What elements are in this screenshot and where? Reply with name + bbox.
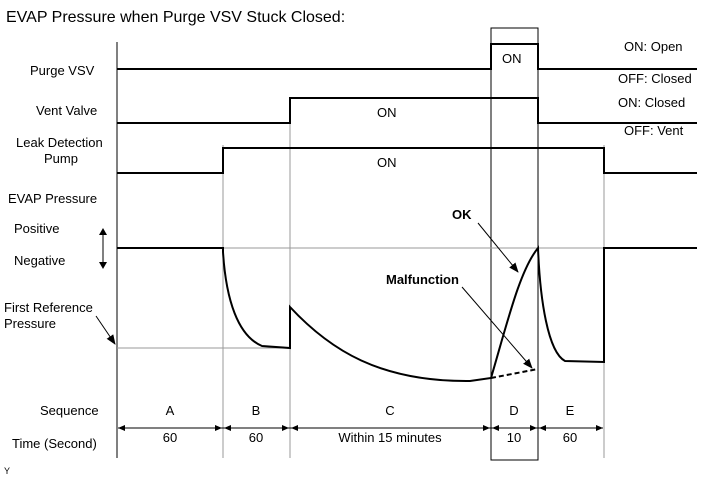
positive-label: Positive [14,221,60,236]
legend-purge-on: ON: Open [624,39,683,54]
negative-label: Negative [14,253,65,268]
time-d: 10 [507,430,521,445]
leak-pump-label-2: Pump [44,151,78,166]
sequence-b: B [252,403,261,418]
leak-pump-on-label: ON [377,155,397,170]
diagram-title: EVAP Pressure when Purge VSV Stuck Close… [6,9,345,26]
sequence-d: D [509,403,518,418]
sequence-row-arrows [118,425,603,431]
legend-vent-off: OFF: Vent [624,123,684,138]
leak-pump-signal [117,147,697,174]
time-e: 60 [563,430,577,445]
legend-purge-off: OFF: Closed [618,71,692,86]
vent-valve-signal [117,97,697,124]
time-label: Time (Second) [12,436,97,451]
time-b: 60 [249,430,263,445]
sequence-label: Sequence [40,403,99,418]
purge-vsv-on-label: ON [502,51,522,66]
evap-pressure-curve [117,245,697,383]
vent-valve-on-label: ON [377,105,397,120]
first-reference-label-1: First Reference [4,300,93,315]
purge-vsv-label: Purge VSV [30,63,95,78]
time-a: 60 [163,430,177,445]
sequence-e: E [566,403,575,418]
first-reference-label-2: Pressure [4,316,56,331]
malfunction-arrow [461,286,533,369]
first-reference-arrow [95,315,116,345]
footer-mark: Y [4,466,10,476]
vent-valve-label: Vent Valve [36,103,97,118]
sequence-a: A [166,403,175,418]
phase-boundaries [116,42,605,458]
leak-pump-label-1: Leak Detection [16,135,103,150]
phase-d-box [490,27,539,461]
ok-annotation: OK [452,207,472,222]
purge-vsv-signal [117,43,697,70]
malfunction-dashed-line [490,368,539,379]
malfunction-annotation: Malfunction [386,272,459,287]
time-c: Within 15 minutes [338,430,442,445]
evap-pressure-label: EVAP Pressure [8,191,97,206]
pressure-direction-arrow [99,228,107,269]
ok-arrow [477,222,519,273]
legend-vent-on: ON: Closed [618,95,685,110]
sequence-c: C [385,403,394,418]
